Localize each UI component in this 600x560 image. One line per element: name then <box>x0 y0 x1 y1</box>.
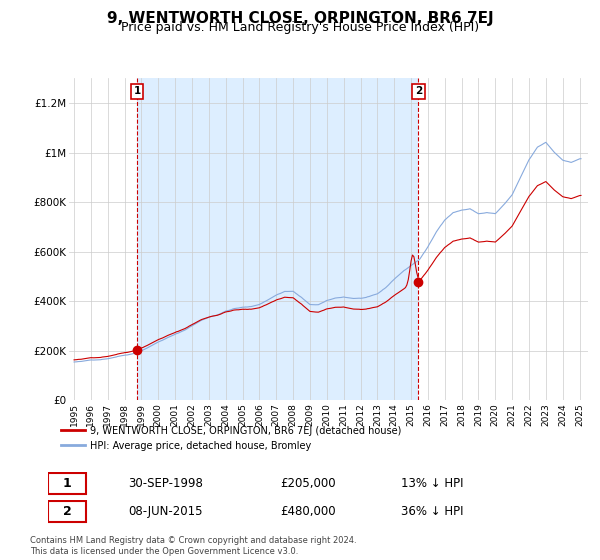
Text: Price paid vs. HM Land Registry's House Price Index (HPI): Price paid vs. HM Land Registry's House … <box>121 21 479 34</box>
FancyBboxPatch shape <box>48 501 86 522</box>
Text: 2: 2 <box>415 86 422 96</box>
Text: 2: 2 <box>63 505 71 519</box>
Text: 30-SEP-1998: 30-SEP-1998 <box>128 477 203 491</box>
Text: 1: 1 <box>63 477 71 491</box>
Legend: 9, WENTWORTH CLOSE, ORPINGTON, BR6 7EJ (detached house), HPI: Average price, det: 9, WENTWORTH CLOSE, ORPINGTON, BR6 7EJ (… <box>58 423 404 454</box>
Text: £205,000: £205,000 <box>280 477 335 491</box>
Text: 36% ↓ HPI: 36% ↓ HPI <box>401 505 463 519</box>
Text: £480,000: £480,000 <box>280 505 335 519</box>
Text: 08-JUN-2015: 08-JUN-2015 <box>128 505 203 519</box>
Bar <box>137 78 418 400</box>
Text: Contains HM Land Registry data © Crown copyright and database right 2024.
This d: Contains HM Land Registry data © Crown c… <box>30 536 356 556</box>
FancyBboxPatch shape <box>48 473 86 494</box>
Text: 9, WENTWORTH CLOSE, ORPINGTON, BR6 7EJ: 9, WENTWORTH CLOSE, ORPINGTON, BR6 7EJ <box>107 11 493 26</box>
Text: 1: 1 <box>134 86 141 96</box>
Text: 13% ↓ HPI: 13% ↓ HPI <box>401 477 463 491</box>
